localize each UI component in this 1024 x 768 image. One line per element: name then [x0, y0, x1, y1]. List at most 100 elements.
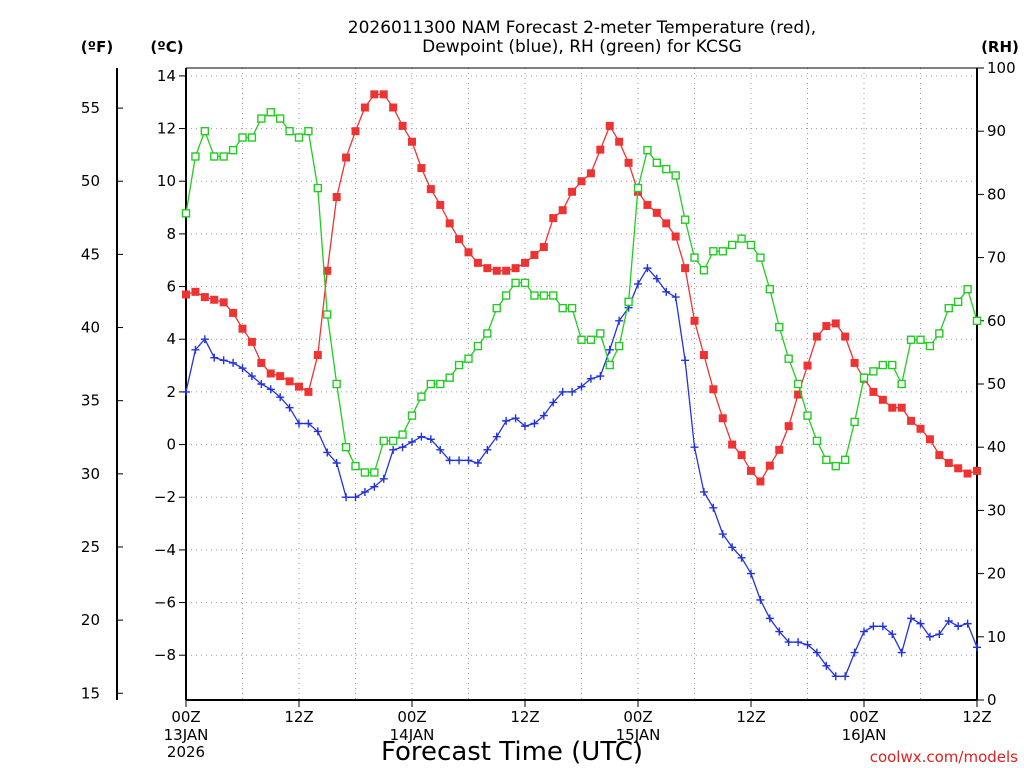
temperature-point [379, 90, 388, 99]
dewpoint-point [464, 456, 473, 465]
credit-text: coolwx.com/models [870, 748, 1018, 766]
temperature-point [850, 358, 859, 367]
temperature-point [266, 369, 275, 378]
rh-point [897, 379, 906, 389]
temperature-point [539, 243, 548, 252]
rh-point [925, 341, 935, 351]
temperature-point [483, 264, 492, 273]
dewpoint-point [605, 345, 614, 354]
x-tick-date-label: 16JAN [842, 726, 887, 744]
temperature-point [747, 466, 755, 475]
fahrenheit-tick-label: 50 [81, 172, 100, 190]
rh-point [944, 303, 953, 313]
rh-point [351, 461, 360, 471]
temperature-point [954, 464, 963, 473]
temperature-point [492, 266, 501, 275]
rh-point [370, 468, 379, 477]
dewpoint-point [191, 345, 200, 354]
chart-title-line-1: 2026011300 NAM Forecast 2-meter Temperat… [348, 18, 816, 38]
rh-point [210, 152, 219, 161]
rh-point [275, 114, 285, 123]
dewpoint-point [426, 435, 435, 444]
dewpoint-point [313, 427, 322, 436]
dewpoint-point [681, 356, 690, 365]
dewpoint-point [888, 630, 897, 639]
dewpoint-point [850, 648, 859, 657]
temperature-point [521, 258, 529, 267]
rh-point [643, 145, 652, 155]
dewpoint-point [549, 398, 558, 407]
rh-point [398, 430, 407, 439]
rh-tick-label: 70 [987, 249, 1006, 267]
dewpoint-point [219, 356, 228, 365]
temperature-point [276, 372, 285, 381]
dewpoint-point [662, 287, 671, 296]
dewpoint-point [483, 445, 492, 454]
fahrenheit-tick-label: 40 [81, 319, 100, 337]
dewpoint-point [436, 445, 445, 454]
dewpoint-point [351, 493, 360, 502]
dewpoint-point [615, 316, 624, 325]
celsius-tick-label: 12 [157, 120, 176, 138]
dewpoint-point [803, 640, 812, 649]
series-line [185, 267, 978, 677]
rh-point [454, 360, 464, 370]
rh-point [680, 215, 690, 224]
rh-point [313, 183, 323, 193]
dewpoint-point [671, 293, 680, 302]
temperature-point [360, 103, 369, 112]
x-tick-time-label: 00Z [623, 708, 652, 726]
temperature-point [351, 127, 360, 136]
dewpoint-point [445, 456, 454, 465]
x-tick-time-label: 12Z [510, 708, 539, 726]
rh-point [539, 291, 549, 300]
dewpoint-point [200, 335, 209, 344]
temperature-point [229, 308, 238, 317]
dewpoint-point [323, 448, 332, 457]
dewpoint-point [869, 622, 878, 631]
temperature-point [944, 459, 953, 467]
celsius-tick-label: 8 [166, 225, 176, 243]
rh-point [662, 164, 671, 174]
fahrenheit-tick-label: 35 [81, 392, 100, 410]
dewpoint-point [568, 387, 577, 396]
dewpoint-point [935, 630, 944, 639]
dewpoint-point [784, 638, 793, 647]
rh-point [614, 341, 624, 351]
rh-point [473, 341, 483, 351]
celsius-tick-label: 2 [166, 383, 176, 401]
temperature-point [398, 121, 407, 130]
rh-point [379, 436, 388, 446]
celsius-tick-label: 0 [166, 436, 176, 454]
temperature-point [671, 232, 680, 241]
celsius-tick-label: −4 [154, 541, 176, 559]
rh-tick-label: 20 [987, 565, 1006, 583]
rh-point [492, 303, 501, 313]
rh-point [596, 329, 605, 338]
temperature-point [812, 332, 821, 341]
rh-point [699, 266, 709, 275]
dewpoint-point [709, 503, 718, 512]
rh-point [511, 278, 520, 288]
rh-point [558, 303, 567, 313]
temperature-point [436, 200, 445, 209]
dewpoint-point [257, 380, 266, 388]
rh-point [709, 247, 718, 256]
dewpoint-point [596, 372, 605, 381]
temperature-point [624, 158, 633, 167]
rh-point [191, 152, 200, 161]
rh-point [266, 108, 275, 117]
dewpoint-point [775, 627, 784, 636]
rh-point [803, 411, 812, 420]
rh-point [501, 291, 511, 300]
rh-point [624, 297, 633, 307]
rh-point [775, 322, 784, 332]
rh-point [483, 329, 492, 338]
fahrenheit-tick-label: 25 [81, 538, 100, 556]
rh-point [878, 360, 888, 370]
dewpoint-point [878, 622, 887, 631]
celsius-tick-label: −6 [154, 594, 176, 612]
temperature-point [455, 235, 464, 244]
rh-tick-label: 80 [987, 185, 1006, 203]
